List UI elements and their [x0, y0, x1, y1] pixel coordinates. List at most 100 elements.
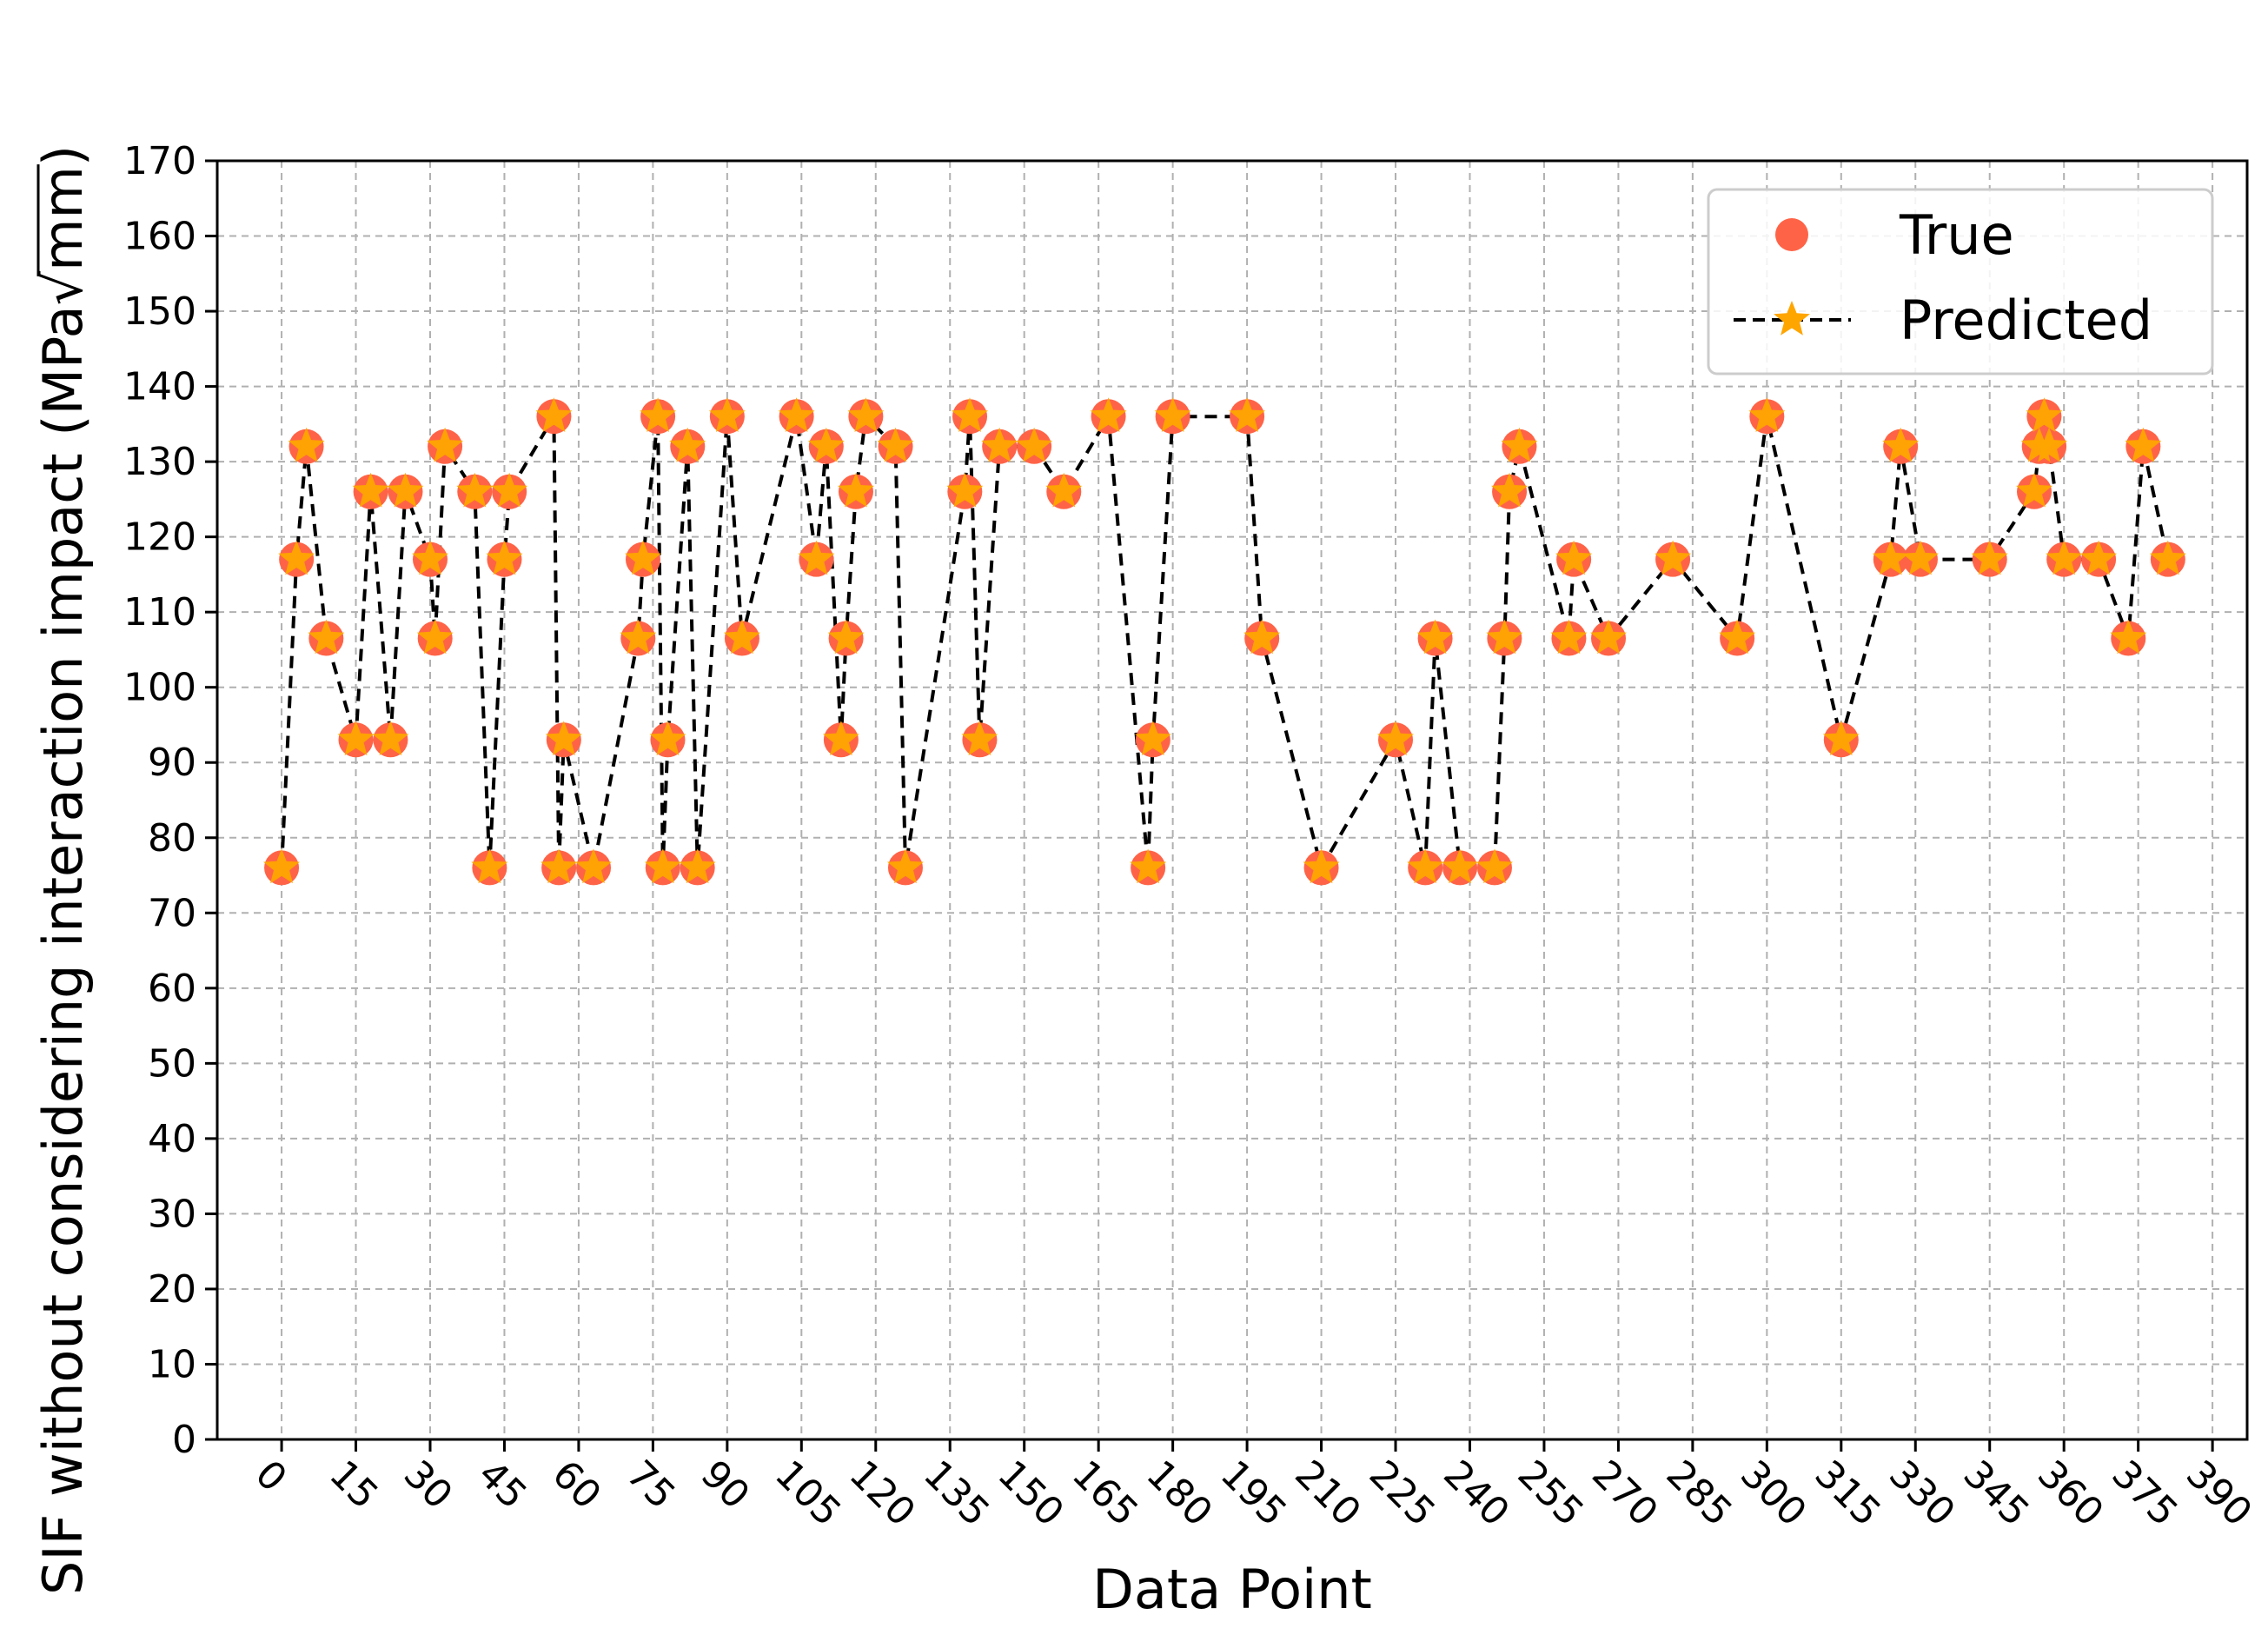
predicted-point	[471, 848, 508, 884]
predicted-point	[1882, 427, 1920, 462]
predicted-point	[2125, 427, 2162, 462]
predicted-point	[308, 619, 345, 655]
x-tick-label: 120	[840, 1452, 923, 1534]
y-tick-label: 100	[123, 666, 196, 710]
legend-box	[1707, 188, 2214, 376]
predicted-point	[644, 848, 681, 884]
x-tick-label: 30	[395, 1452, 461, 1518]
predicted-point	[2149, 540, 2186, 575]
predicted-point	[625, 540, 661, 575]
predicted-line	[280, 410, 2170, 873]
x-tick-label: 360	[2029, 1452, 2112, 1534]
y-tick-label: 90	[148, 741, 196, 785]
x-tick-label: 45	[469, 1452, 535, 1518]
predicted-point	[540, 848, 578, 884]
predicted-point	[1229, 397, 1265, 432]
predicted-point	[1550, 619, 1588, 655]
predicted-point	[778, 397, 815, 432]
predicted-point	[807, 427, 845, 462]
predicted-point	[877, 427, 914, 462]
predicted-point	[1971, 540, 2008, 575]
predicted-point	[1154, 397, 1191, 432]
x-tick-label: 15	[321, 1452, 387, 1518]
predicted-point	[1655, 540, 1691, 575]
predicted-point	[535, 397, 573, 432]
predicted-point	[1045, 472, 1083, 508]
predicted-point	[1491, 472, 1528, 508]
y-axis-label: SIF without considering interaction impa…	[31, 145, 95, 1595]
predicted-point	[1902, 540, 1939, 575]
x-tick-label: 135	[915, 1452, 998, 1534]
x-tick-label: 75	[618, 1452, 684, 1518]
x-tick-label: 240	[1435, 1452, 1517, 1534]
predicted-point	[1134, 721, 1171, 756]
x-tick-label: 225	[1361, 1452, 1443, 1534]
predicted-point	[1243, 619, 1281, 655]
y-tick-label: 0	[172, 1418, 196, 1462]
tick-marks	[205, 159, 2214, 1452]
predicted-point	[486, 540, 523, 575]
predicted-point	[456, 472, 494, 508]
predicted-point	[669, 427, 706, 462]
predicted-point	[952, 397, 988, 432]
x-tick-label: 375	[2103, 1452, 2185, 1534]
predicted-point	[1486, 619, 1523, 655]
predicted-point	[887, 848, 924, 884]
predicted-point	[337, 721, 375, 756]
x-tick-label: 255	[1509, 1452, 1592, 1534]
predicted-point	[2031, 427, 2067, 462]
legend-true-marker	[1775, 218, 1808, 251]
y-axis-label-close: )	[31, 145, 95, 166]
predicted-point	[1416, 619, 1454, 655]
x-tick-label: 330	[1880, 1452, 1963, 1534]
predicted-point	[1590, 619, 1627, 655]
legend-predicted-star-marker	[1774, 301, 1810, 336]
predicted-point	[798, 540, 835, 575]
predicted-point	[1130, 848, 1167, 884]
svg-text:SIF without considering intera: SIF without considering interaction impa…	[31, 145, 95, 1595]
predicted-point	[2080, 540, 2117, 575]
predicted-point	[1407, 848, 1444, 884]
legend-true-label: True	[1899, 203, 2014, 267]
predicted-point	[263, 848, 300, 884]
predicted-point	[1555, 540, 1593, 575]
x-tick-label: 180	[1137, 1452, 1220, 1534]
x-axis-label: Data Point	[1092, 1558, 1372, 1621]
predicted-point	[1442, 848, 1478, 884]
y-tick-label: 20	[148, 1267, 196, 1312]
predicted-point	[1748, 397, 1786, 432]
x-tick-label: 285	[1658, 1452, 1741, 1534]
predicted-point	[352, 472, 389, 508]
predicted-markers	[263, 397, 2186, 884]
x-tick-label: 60	[544, 1452, 610, 1518]
y-tick-label: 140	[123, 365, 196, 409]
y-tick-label: 110	[123, 590, 196, 635]
x-tick-label: 165	[1064, 1452, 1146, 1534]
y-axis-label-radicand: mm	[31, 166, 95, 271]
predicted-point	[575, 848, 612, 884]
true-markers	[264, 399, 2185, 886]
predicted-point	[838, 472, 874, 508]
predicted-point	[679, 848, 716, 884]
y-tick-label: 30	[148, 1192, 196, 1236]
predicted-point	[491, 472, 528, 508]
plot-frame	[216, 159, 2249, 1441]
y-tick-label: 130	[123, 440, 196, 484]
predicted-point	[649, 721, 686, 756]
predicted-point	[1719, 619, 1756, 655]
y-tick-label: 50	[148, 1041, 196, 1086]
predicted-point	[1377, 721, 1414, 756]
predicted-point	[2110, 619, 2147, 655]
predicted-point	[724, 619, 760, 655]
legend: True Predicted	[1707, 188, 2214, 376]
predicted-point	[620, 619, 657, 655]
x-tick-label: 345	[1954, 1452, 2037, 1534]
predicted-point	[946, 472, 984, 508]
predicted-point	[387, 472, 424, 508]
predicted-series-line	[280, 410, 2170, 873]
y-tick-label: 60	[148, 967, 196, 1011]
predicted-point	[2026, 397, 2063, 432]
x-tick-label: 0	[247, 1452, 295, 1500]
y-axis-label-radical: √	[31, 270, 95, 305]
